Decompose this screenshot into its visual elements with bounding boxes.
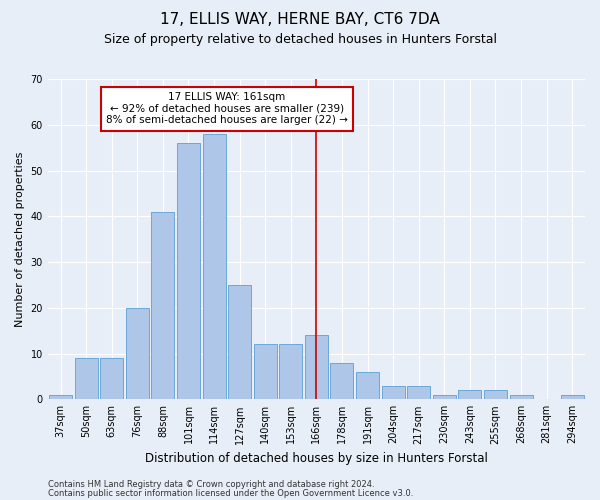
Bar (151, 212, 175, 400)
Text: Size of property relative to detached houses in Hunters Forstal: Size of property relative to detached ho… (104, 32, 497, 46)
Bar (407, 386, 430, 400)
Bar (433, 394, 456, 400)
Text: 17 ELLIS WAY: 161sqm
← 92% of detached houses are smaller (239)
8% of semi-detac: 17 ELLIS WAY: 161sqm ← 92% of detached h… (106, 92, 348, 126)
X-axis label: Distribution of detached houses by size in Hunters Forstal: Distribution of detached houses by size … (145, 452, 488, 465)
Bar (305, 335, 328, 400)
Bar (458, 390, 481, 400)
Bar (177, 143, 200, 400)
Bar (356, 372, 379, 400)
Bar (280, 344, 302, 400)
Bar (203, 134, 226, 400)
Text: 17, ELLIS WAY, HERNE BAY, CT6 7DA: 17, ELLIS WAY, HERNE BAY, CT6 7DA (160, 12, 440, 28)
Y-axis label: Number of detached properties: Number of detached properties (15, 152, 25, 327)
Text: Contains public sector information licensed under the Open Government Licence v3: Contains public sector information licen… (48, 488, 413, 498)
Bar (254, 344, 277, 400)
Bar (100, 358, 123, 400)
Bar (382, 386, 404, 400)
Bar (509, 394, 533, 400)
Bar (74, 358, 98, 400)
Bar (228, 285, 251, 400)
Bar (49, 394, 72, 400)
Bar (484, 390, 507, 400)
Text: Contains HM Land Registry data © Crown copyright and database right 2024.: Contains HM Land Registry data © Crown c… (48, 480, 374, 489)
Bar (331, 362, 353, 400)
Bar (126, 308, 149, 400)
Bar (560, 394, 584, 400)
